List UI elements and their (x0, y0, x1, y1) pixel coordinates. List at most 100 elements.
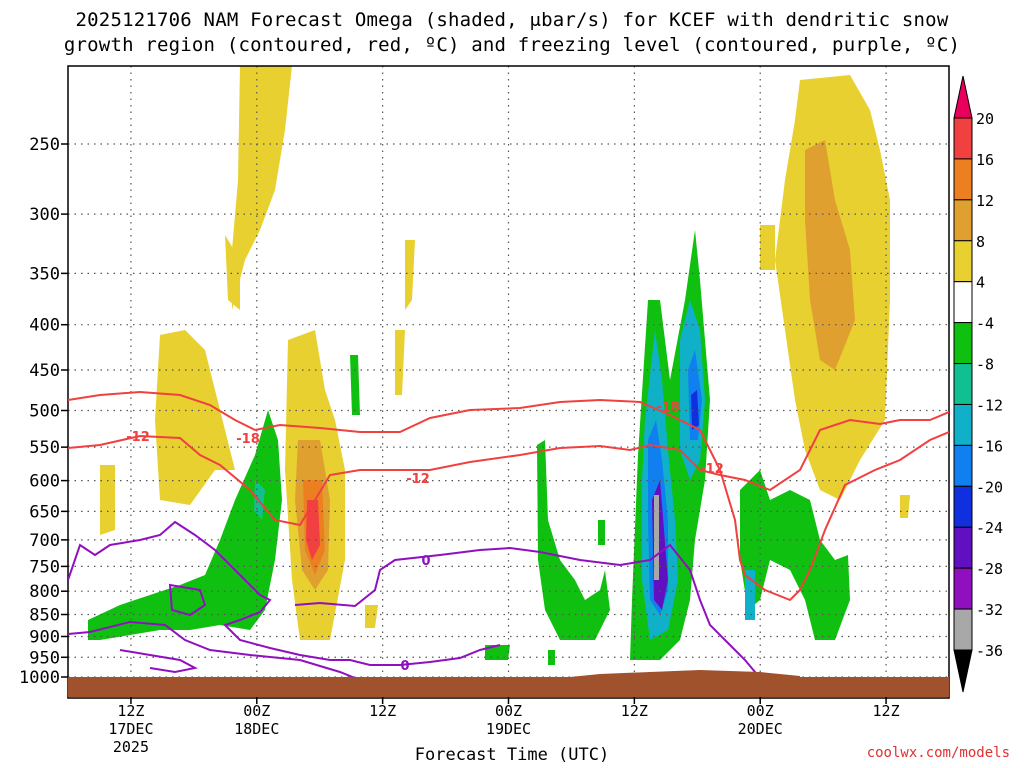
colorbar-swatch (953, 117, 973, 160)
x-tick-label: 18DEC (234, 720, 279, 738)
y-tick-label: 900 (29, 627, 60, 647)
colorbar-swatch (953, 403, 973, 446)
x-tick-label: 12Z (621, 702, 648, 720)
colorbar-swatch (953, 199, 973, 242)
omega-area-upward (100, 465, 115, 535)
x-tick-label: 00Z (495, 702, 522, 720)
x-tick-label: 00Z (243, 702, 270, 720)
y-tick-label: 650 (29, 502, 60, 522)
omega-area-upward (225, 235, 240, 310)
footer-credit: coolwx.com/models (866, 745, 1010, 761)
omega-area-upward (365, 605, 378, 628)
colorbar-swatch (953, 526, 973, 569)
contour-label: -12 (126, 430, 150, 445)
freezing-level-contour (119, 649, 198, 674)
freezing-level-contour (294, 543, 761, 679)
omega-core-downward (654, 495, 659, 580)
colorbar-cap-bottom (953, 649, 973, 693)
omega-area-upward (900, 495, 910, 518)
colorbar-level-label: -28 (976, 560, 1003, 578)
y-tick-label: 350 (29, 264, 60, 284)
colorbar-level-label: 20 (976, 110, 994, 128)
contour-label: -18 (236, 432, 260, 447)
omega-core-downward (745, 570, 755, 620)
x-tick-label: 12Z (873, 702, 900, 720)
omega-area-upward (395, 330, 405, 395)
omega-area-downward (548, 650, 555, 665)
y-tick-label: 750 (29, 557, 60, 577)
colorbar-swatch (953, 363, 973, 405)
y-tick-label: 850 (29, 606, 60, 626)
colorbar-swatch (953, 240, 973, 283)
colorbar-level-label: -36 (976, 642, 1003, 660)
x-tick-label: 20DEC (738, 720, 783, 738)
omega-area-upward (155, 330, 235, 505)
contour-label: -12 (700, 462, 724, 477)
y-tick-label: 1000 (19, 668, 60, 688)
colorbar-level-label: 12 (976, 192, 994, 210)
omega-shading (88, 66, 910, 665)
colorbar-swatch (953, 444, 973, 487)
x-tick-label: 19DEC (486, 720, 531, 738)
omega-area-downward (598, 520, 605, 545)
y-tick-label: 300 (29, 205, 60, 225)
colorbar-level-label: -32 (976, 601, 1003, 619)
omega-core-moderate (805, 140, 855, 370)
x-tick-label: 17DEC (108, 720, 153, 738)
y-tick-label: 700 (29, 531, 60, 551)
colorbar-level-label: -8 (976, 356, 994, 374)
colorbar-level-label: -20 (976, 478, 1003, 496)
colorbar-level-label: -16 (976, 437, 1003, 455)
freezing-level-contour (68, 520, 501, 666)
colorbar-level-label: 4 (976, 274, 985, 292)
y-tick-label: 500 (29, 402, 60, 422)
y-axis: 2503003504004505005506006507007508008509… (19, 135, 68, 688)
omega-area-downward (88, 410, 282, 640)
freezing-level-contour (168, 583, 207, 617)
colorbar-swatch (953, 158, 973, 201)
omega-area-downward (485, 645, 510, 660)
x-tick-label: 12Z (369, 702, 396, 720)
colorbar-swatch (953, 322, 973, 365)
contour-label: 0 (400, 659, 409, 674)
contour-label: 0 (421, 554, 430, 569)
omega-area-downward (537, 440, 610, 640)
contour-labels: -12 -18 -12 -18 -12 0 0 (126, 400, 724, 674)
omega-area-downward (350, 355, 360, 415)
colorbar-level-label: 8 (976, 233, 985, 251)
omega-area-upward (232, 66, 292, 310)
chart-title-line-1: 2025121706 NAM Forecast Omega (shaded, μ… (75, 9, 949, 31)
dgz-contour-minus18 (68, 390, 949, 602)
contour-label: -12 (406, 472, 430, 487)
y-tick-label: 600 (29, 472, 60, 492)
omega-core-max (306, 500, 320, 560)
freezing-level-contour (68, 620, 361, 681)
omega-area-upward (405, 240, 415, 310)
omega-area-upward (760, 225, 775, 270)
ground-surface (68, 677, 949, 697)
y-tick-label: 550 (29, 438, 60, 458)
y-tick-label: 450 (29, 361, 60, 381)
colorbar-swatch (953, 485, 973, 528)
y-tick-label: 800 (29, 582, 60, 602)
contour-label: -18 (656, 400, 680, 415)
colorbar-level-label: 16 (976, 151, 994, 169)
chart-title-line-2: growth region (contoured, red, ºC) and f… (63, 34, 961, 56)
x-tick-label: 00Z (747, 702, 774, 720)
colorbar-swatch (953, 608, 973, 651)
colorbar-swatch (953, 567, 973, 610)
colorbar-swatch (953, 281, 973, 324)
y-tick-label: 950 (29, 648, 60, 668)
x-tick-label: 2025 (113, 738, 149, 756)
x-tick-label: 12Z (117, 702, 144, 720)
colorbar-level-label: -12 (976, 396, 1003, 414)
colorbar-cap-top (953, 75, 973, 119)
y-tick-label: 400 (29, 316, 60, 336)
dgz-contour-minus12 (68, 411, 949, 527)
omega-area-downward (740, 470, 850, 640)
y-tick-label: 250 (29, 135, 60, 155)
x-axis-title: Forecast Time (UTC) (414, 745, 610, 765)
colorbar-level-label: -24 (976, 519, 1003, 537)
